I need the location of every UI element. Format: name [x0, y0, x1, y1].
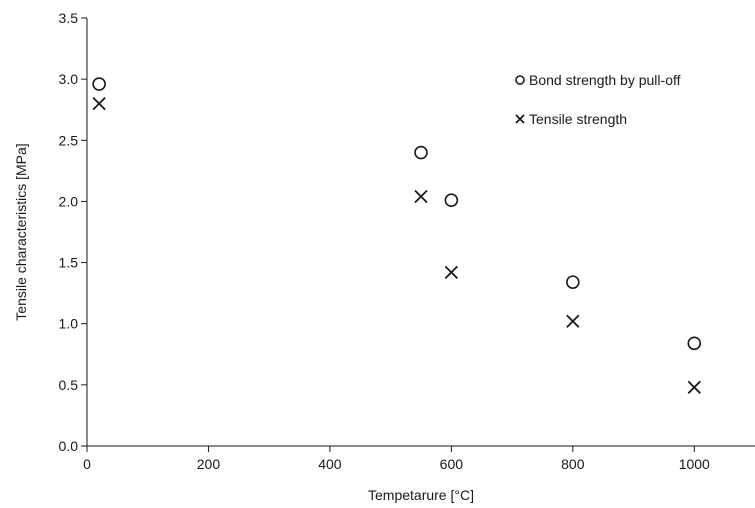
y-tick-label: 1.0	[59, 316, 79, 332]
legend-label: Bond strength by pull-off	[529, 72, 681, 88]
y-tick-label: 3.0	[59, 71, 79, 87]
x-tick-label: 400	[318, 456, 342, 472]
y-tick-label: 2.0	[59, 193, 79, 209]
x-axis-title: Tempetarure [°C]	[368, 487, 474, 503]
data-point	[687, 380, 701, 394]
data-point	[414, 145, 428, 160]
data-point	[566, 275, 580, 289]
legend-marker	[515, 114, 525, 124]
x-tick-label: 0	[83, 456, 91, 472]
x-tick-label: 200	[197, 456, 221, 472]
series-tensile-strength	[92, 96, 701, 394]
legend: Bond strength by pull-off Tensile strengt…	[515, 72, 681, 127]
x-tick-label: 600	[440, 456, 464, 472]
data-point	[414, 189, 428, 204]
legend-label: Tensile strength	[529, 111, 627, 127]
data-point	[687, 336, 702, 351]
y-tick-label: 1.5	[59, 255, 79, 271]
y-tick-label: 0.5	[59, 377, 79, 393]
data-point	[566, 314, 580, 328]
data-point	[444, 193, 459, 208]
series-bond-strength	[92, 77, 702, 351]
y-axis-title: Tensile characteristics [MPa]	[13, 143, 29, 320]
x-tick-label: 800	[561, 456, 585, 472]
data-point	[92, 96, 106, 111]
data-point	[92, 77, 106, 91]
y-tick-label: 0.0	[59, 438, 79, 454]
x-tick-label: 1000	[679, 456, 710, 472]
y-tick-label: 2.5	[59, 132, 79, 148]
legend-marker	[515, 75, 525, 85]
data-point	[444, 265, 459, 279]
plot-area: 0.0 0.5 1.0 1.5 2.0 2.5 3.0 3.5 0 200 400 600 800 100…	[59, 10, 755, 472]
y-tick-label: 3.5	[59, 10, 79, 26]
